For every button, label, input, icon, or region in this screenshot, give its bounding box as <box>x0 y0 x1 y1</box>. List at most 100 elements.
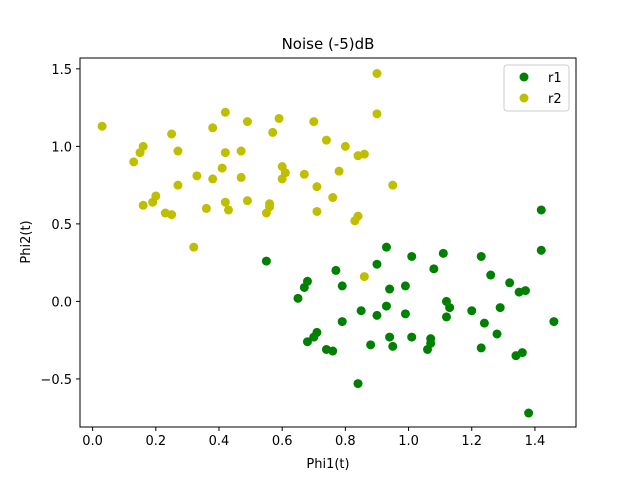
y-tick-label: 1.0 <box>51 140 72 155</box>
data-point-r2 <box>236 146 246 156</box>
y-tick-label: 1.5 <box>51 63 72 78</box>
data-point-r1 <box>407 332 417 342</box>
data-point-r2 <box>220 148 230 158</box>
data-point-r2 <box>309 117 319 127</box>
x-tick-label: 1.0 <box>398 434 419 449</box>
y-axis-title: Phi2(t) <box>19 220 34 263</box>
data-point-r1 <box>337 317 347 327</box>
data-point-r2 <box>151 191 161 201</box>
data-point-r1 <box>385 332 395 342</box>
legend-label-r1: r1 <box>548 71 562 86</box>
data-point-r1 <box>467 306 477 316</box>
data-point-r1 <box>312 327 322 337</box>
data-point-r2 <box>328 193 338 203</box>
data-point-r2 <box>340 141 350 151</box>
data-point-r2 <box>173 146 183 156</box>
data-point-r2 <box>220 197 230 207</box>
data-point-r1 <box>495 303 505 313</box>
data-point-r2 <box>312 206 322 216</box>
data-point-r1 <box>356 306 366 316</box>
x-tick-label: 0.8 <box>335 434 356 449</box>
data-point-r2 <box>388 180 398 190</box>
data-point-r1 <box>261 256 271 266</box>
data-point-r1 <box>549 317 559 327</box>
legend-label-r2: r2 <box>548 92 562 107</box>
data-point-r2 <box>321 135 331 145</box>
data-point-r1 <box>372 259 382 269</box>
x-tick-label: 1.2 <box>461 434 482 449</box>
data-point-r2 <box>167 129 177 139</box>
data-point-r2 <box>138 200 148 210</box>
data-point-r1 <box>302 337 312 347</box>
data-point-r1 <box>400 309 410 319</box>
legend-marker-r2 <box>519 93 529 103</box>
data-point-r1 <box>385 284 395 294</box>
data-point-r1 <box>293 293 303 303</box>
data-point-r2 <box>242 117 252 127</box>
data-point-r2 <box>236 172 246 182</box>
data-point-r1 <box>536 205 546 215</box>
data-point-r1 <box>381 242 391 252</box>
data-point-r1 <box>366 340 376 350</box>
series-r1 <box>261 205 559 418</box>
data-point-r2 <box>299 169 309 179</box>
data-point-r2 <box>353 211 363 221</box>
data-point-r2 <box>359 272 369 282</box>
data-point-r1 <box>441 312 451 322</box>
data-point-r1 <box>479 318 489 328</box>
data-point-r2 <box>359 149 369 159</box>
data-point-r1 <box>388 341 398 351</box>
x-axis: 0.0 0.2 0.4 0.6 0.8 1.0 1.2 1.4 <box>82 427 545 449</box>
data-point-r1 <box>517 348 527 358</box>
data-point-r2 <box>242 196 252 206</box>
points-layer <box>97 69 559 418</box>
data-point-r1 <box>438 248 448 258</box>
data-point-r1 <box>407 251 417 261</box>
data-point-r1 <box>492 329 502 339</box>
x-tick-label: 0.0 <box>82 434 103 449</box>
data-point-r2 <box>372 69 382 79</box>
data-point-r1 <box>372 310 382 320</box>
data-point-r2 <box>265 202 275 212</box>
data-point-r1 <box>524 408 534 418</box>
data-point-r2 <box>217 163 227 173</box>
x-tick-label: 0.6 <box>272 434 293 449</box>
data-point-r2 <box>189 242 199 252</box>
data-point-r2 <box>280 168 290 178</box>
data-point-r2 <box>268 127 278 137</box>
data-point-r1 <box>353 379 363 389</box>
data-point-r2 <box>223 205 233 215</box>
x-tick-label: 0.2 <box>145 434 166 449</box>
y-tick-label: 0.5 <box>51 218 72 233</box>
data-point-r2 <box>138 141 148 151</box>
y-tick-label: −0.5 <box>40 373 72 388</box>
data-point-r1 <box>426 338 436 348</box>
data-point-r2 <box>129 157 139 167</box>
chart-title: Noise (-5)dB <box>282 35 375 53</box>
data-point-r2 <box>201 203 211 213</box>
data-point-r1 <box>400 281 410 291</box>
plot-frame <box>79 57 577 428</box>
data-point-r1 <box>476 343 486 353</box>
data-point-r2 <box>372 109 382 119</box>
data-point-r2 <box>208 174 218 184</box>
data-point-r1 <box>520 286 530 296</box>
x-axis-title: Phi1(t) <box>306 457 349 472</box>
data-point-r2 <box>274 113 284 123</box>
data-point-r2 <box>208 123 218 133</box>
y-axis: −0.5 0.0 0.5 1.0 1.5 <box>40 63 80 388</box>
data-point-r2 <box>173 180 183 190</box>
data-point-r1 <box>302 276 312 286</box>
data-point-r2 <box>97 121 107 131</box>
x-tick-label: 0.4 <box>209 434 230 449</box>
data-point-r2 <box>220 107 230 117</box>
data-point-r2 <box>312 182 322 192</box>
data-point-r1 <box>486 270 496 280</box>
data-point-r1 <box>505 278 515 288</box>
data-point-r1 <box>337 281 347 291</box>
data-point-r1 <box>331 265 341 275</box>
data-point-r2 <box>192 171 202 181</box>
data-point-r1 <box>381 301 391 311</box>
